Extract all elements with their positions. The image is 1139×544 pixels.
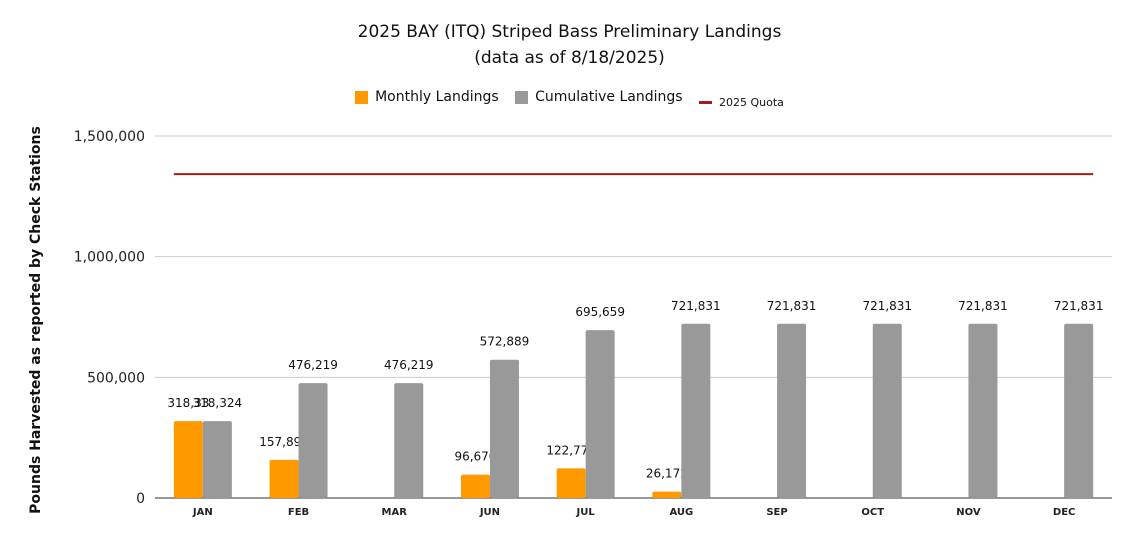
y-tick-label: 1,000,000 xyxy=(74,250,145,266)
cumulative-bar xyxy=(681,323,711,498)
cumulative-data-label: 695,659 xyxy=(575,305,625,319)
x-tick-label: AUG xyxy=(669,507,693,518)
monthly-bar xyxy=(556,468,586,498)
x-tick-label: OCT xyxy=(861,507,884,518)
chart-subtitle: (data as of 8/18/2025) xyxy=(474,48,665,68)
legend-swatch-monthly xyxy=(355,90,369,104)
y-tick-label: 0 xyxy=(136,491,145,507)
x-tick-label: JUL xyxy=(576,507,596,518)
monthly-bar xyxy=(269,459,299,498)
y-tick-label: 1,500,000 xyxy=(74,129,145,145)
monthly-bar xyxy=(460,474,490,498)
chart-title: 2025 BAY (ITQ) Striped Bass Preliminary … xyxy=(357,22,782,42)
legend-item-quota: 2025 Quota xyxy=(699,96,784,109)
cumulative-bar xyxy=(585,330,615,498)
monthly-data-label: 122,770 xyxy=(546,443,596,457)
x-tick-label: SEP xyxy=(766,507,787,518)
cumulative-bar xyxy=(298,383,328,498)
x-tick-label: JAN xyxy=(192,507,213,518)
monthly-data-label: 157,895 xyxy=(259,435,309,449)
legend-swatch-quota xyxy=(699,100,713,104)
x-tick-label: NOV xyxy=(956,507,981,518)
x-tick-label: DEC xyxy=(1053,507,1075,518)
cumulative-data-label: 721,831 xyxy=(958,299,1008,313)
cumulative-data-label: 318,324 xyxy=(193,396,243,410)
y-tick-label: 500,000 xyxy=(87,370,145,386)
cumulative-data-label: 721,831 xyxy=(862,299,912,313)
legend: Monthly Landings Cumulative Landings 202… xyxy=(0,89,1139,109)
cumulative-data-label: 721,831 xyxy=(671,299,721,313)
legend-swatch-cumulative xyxy=(515,90,529,104)
cumulative-bar xyxy=(202,421,232,498)
cumulative-data-label: 572,889 xyxy=(480,335,530,349)
cumulative-data-label: 476,219 xyxy=(384,358,434,372)
cumulative-bar xyxy=(777,323,807,498)
legend-item-monthly: Monthly Landings xyxy=(355,89,499,105)
cumulative-bar xyxy=(968,323,998,498)
cumulative-data-label: 721,831 xyxy=(767,299,817,313)
monthly-data-label: 26,172 xyxy=(646,467,688,481)
legend-label-cumulative: Cumulative Landings xyxy=(535,89,683,105)
cumulative-bar xyxy=(394,383,424,498)
cumulative-data-label: 476,219 xyxy=(288,358,338,372)
cumulative-bar xyxy=(489,359,519,498)
x-tick-label: FEB xyxy=(288,507,309,518)
monthly-data-label: 96,670 xyxy=(454,450,496,464)
legend-item-cumulative: Cumulative Landings xyxy=(515,89,683,105)
cumulative-bar xyxy=(872,323,902,498)
x-tick-label: MAR xyxy=(382,507,408,518)
cumulative-bar xyxy=(1064,323,1094,498)
legend-label-monthly: Monthly Landings xyxy=(375,89,499,105)
monthly-data-label: 318,33 xyxy=(167,396,209,410)
cumulative-data-label: 721,831 xyxy=(1054,299,1104,313)
x-tick-label: JUN xyxy=(479,507,500,518)
monthly-bar xyxy=(173,421,203,498)
legend-label-quota: 2025 Quota xyxy=(719,95,784,109)
monthly-bar xyxy=(652,491,682,498)
